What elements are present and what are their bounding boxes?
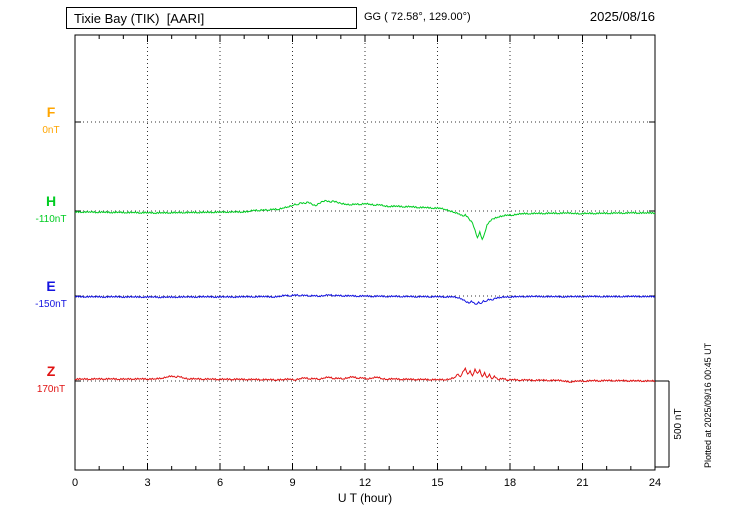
scale-bracket [655,380,670,468]
scale-bar-label: 500 nT [673,408,684,439]
date-label: 2025/08/16 [589,9,655,24]
x-tick-label-0: 0 [72,477,78,489]
plot-border [74,34,656,471]
component-label-F: F [47,104,56,120]
station-title: Tixie Bay (TIK) [AARI] [74,10,205,26]
trace-H [74,199,656,241]
x-tick-label-4: 12 [359,477,371,489]
x-tick-label-3: 9 [289,477,295,489]
trace-Z [74,366,656,383]
x-tick-label-1: 3 [144,477,150,489]
component-baseline-H: -110nT [36,214,67,225]
component-baseline-E: -150nT [35,299,67,310]
station-title-box: Tixie Bay (TIK) [AARI] [66,7,357,29]
coordinates-label: GG ( 72.58°, 129.00°) [364,11,471,23]
x-tick-label-5: 15 [431,477,443,489]
component-label-Z: Z [47,363,56,379]
plotted-at-label: Plotted at 2025/09/16 00:45 UT [703,342,713,468]
component-baseline-Z: 170nT [37,384,65,395]
trace-E [74,293,656,305]
x-tick-label-2: 6 [217,477,223,489]
x-axis-label: U T (hour) [338,491,392,505]
component-baseline-F: 0nT [42,125,59,136]
component-label-E: E [46,278,55,294]
x-tick-label-6: 18 [504,477,516,489]
component-label-H: H [46,193,56,209]
x-tick-label-7: 21 [576,477,588,489]
x-tick-label-8: 24 [649,477,661,489]
